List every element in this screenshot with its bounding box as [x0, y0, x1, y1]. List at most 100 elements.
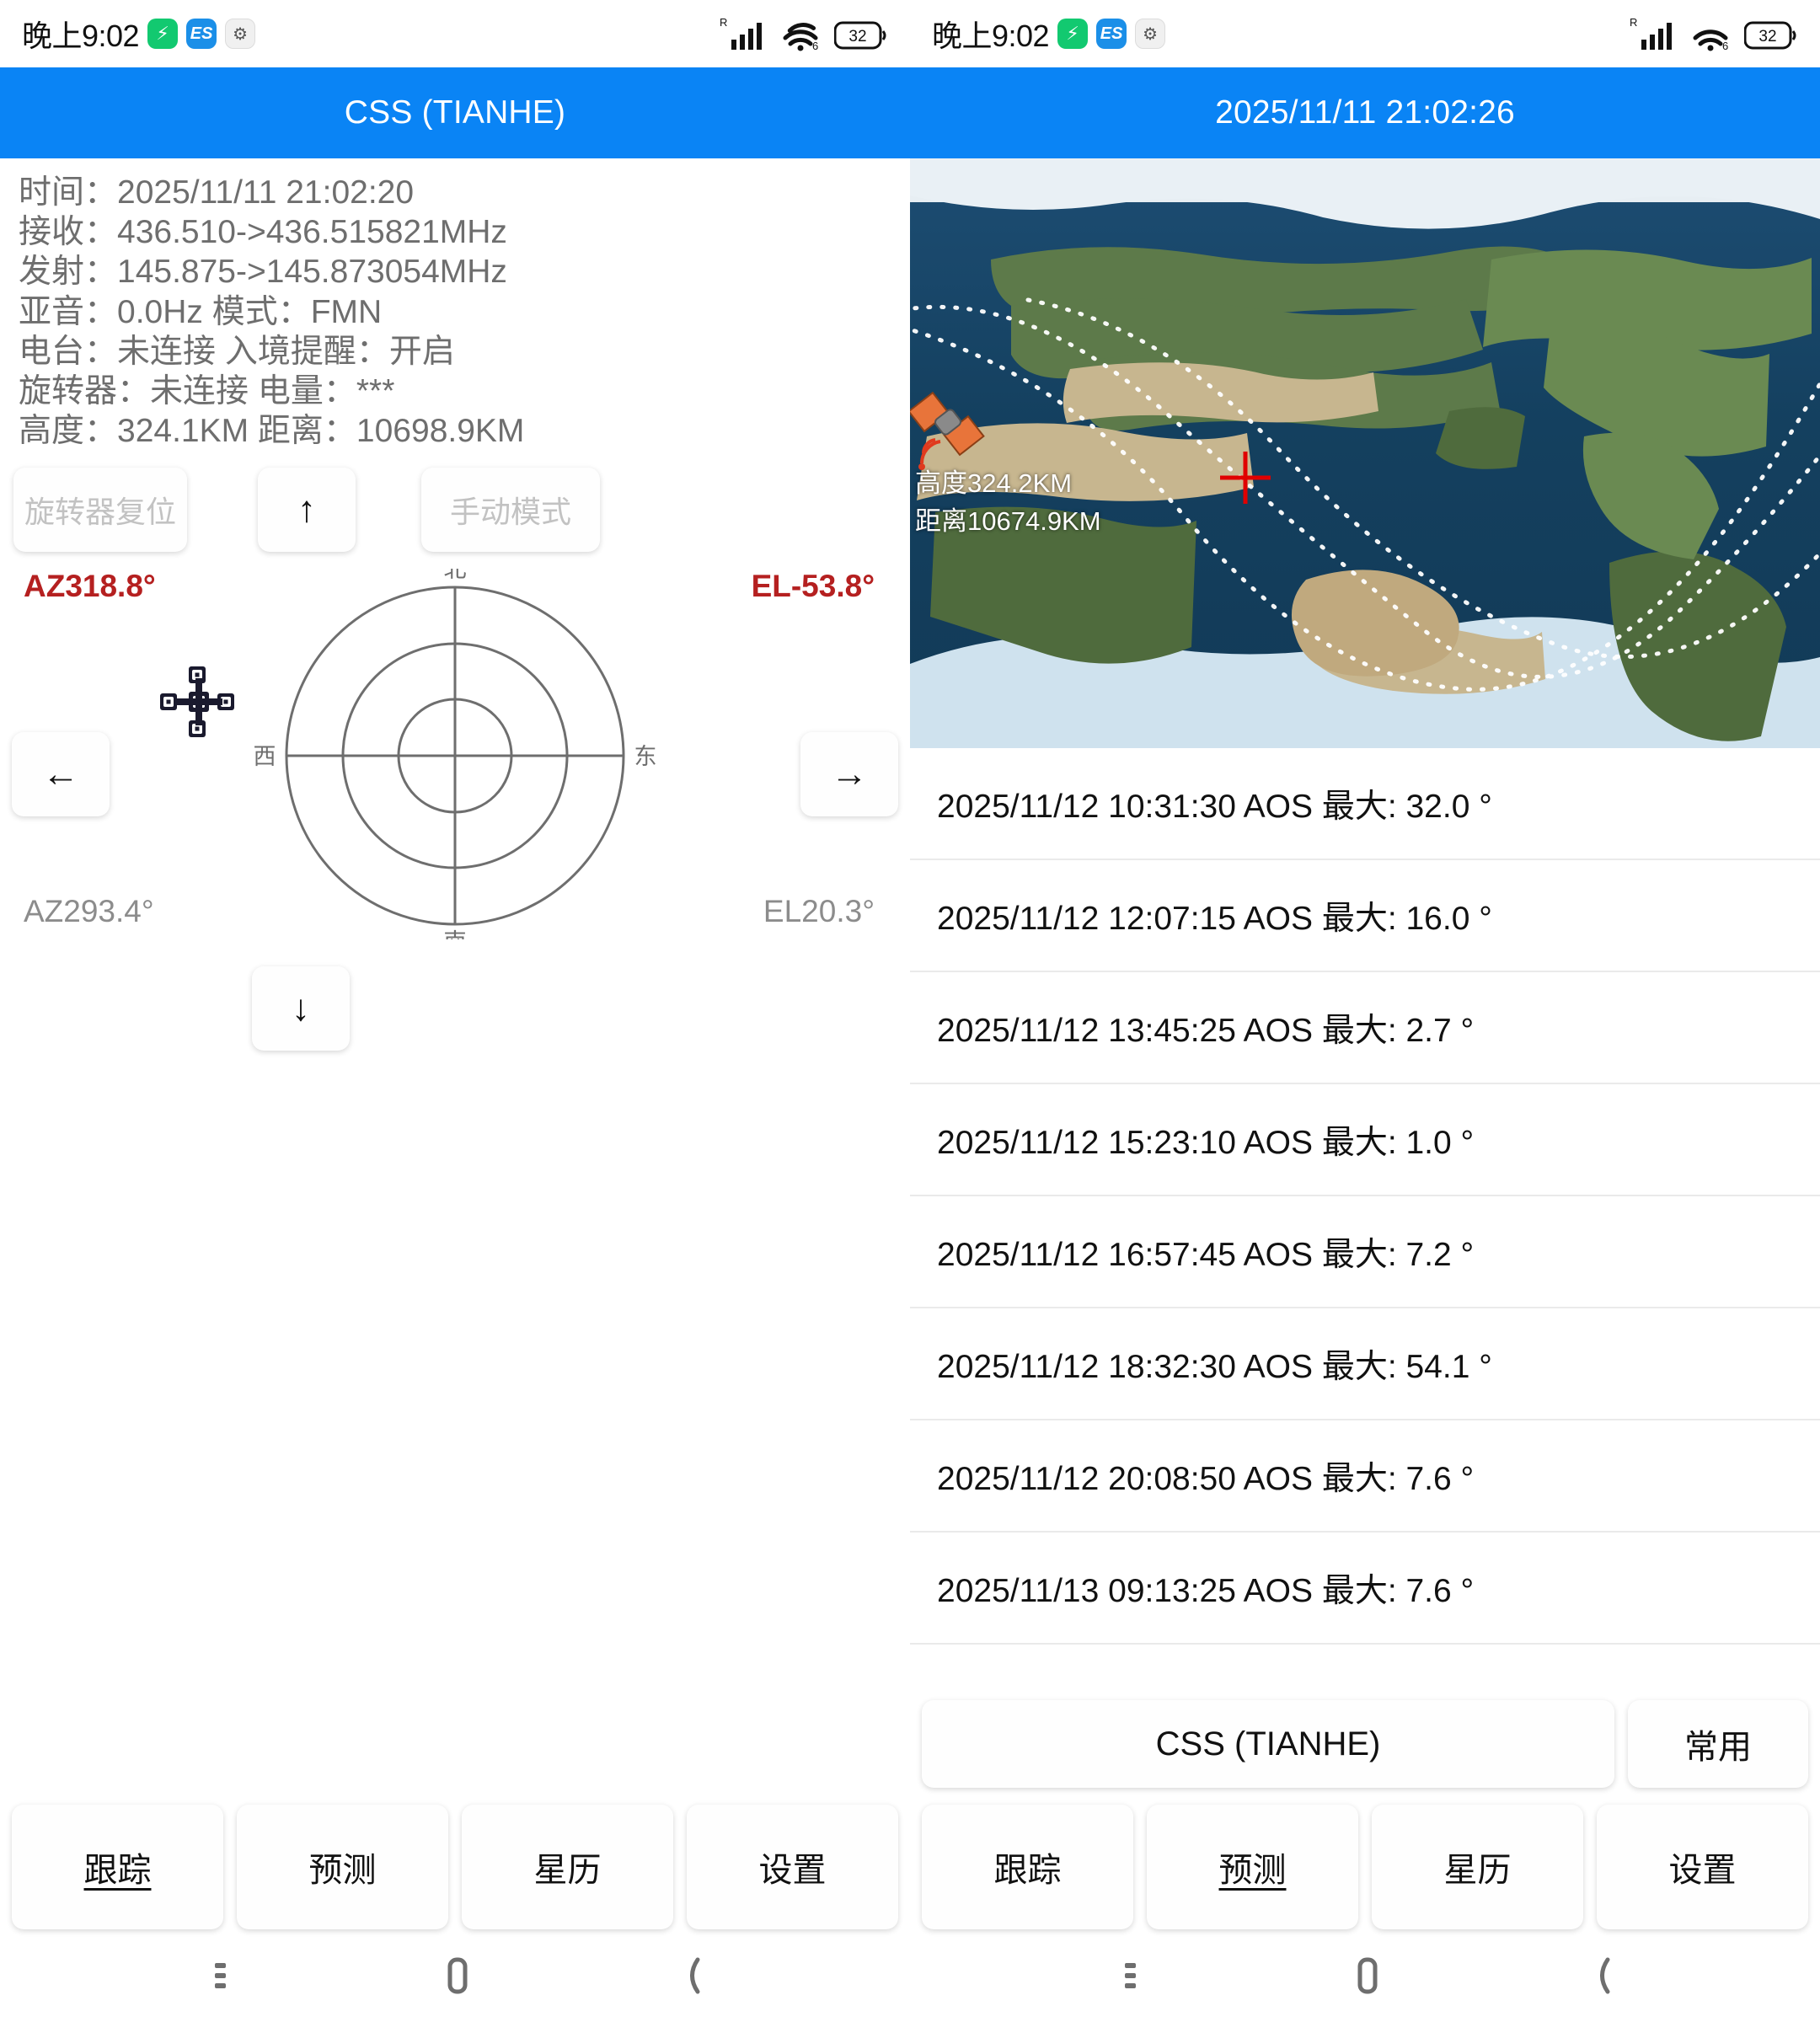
- arrow-down-button[interactable]: ↓: [252, 966, 350, 1051]
- arrow-up-icon: ↑: [297, 488, 316, 530]
- battery-level-text: 32: [848, 28, 866, 45]
- satellite-select-button[interactable]: CSS (TIANHE): [922, 1700, 1614, 1788]
- pass-list-item[interactable]: 2025/11/12 15:23:10 AOS 最大: 1.0 °: [910, 1084, 1820, 1196]
- appbar-left: CSS (TIANHE): [0, 67, 910, 158]
- gear-icon: ⚙: [1135, 19, 1166, 49]
- status-bar-left-group-2: 晚上9:02 ⚡ ES ⚙: [932, 12, 1166, 56]
- tab-tracking-label: 跟踪: [83, 1852, 152, 1889]
- map-altitude-label: 高度324.2KM: [915, 468, 1073, 498]
- arrow-right-button[interactable]: →: [800, 731, 898, 816]
- status-time-2: 晚上9:02: [932, 19, 1050, 53]
- pass-prediction-list[interactable]: 2025/11/12 10:31:30 AOS 最大: 32.0 ° 2025/…: [910, 748, 1820, 1709]
- rotator-reset-button[interactable]: 旋转器复位: [13, 467, 187, 552]
- bottom-tabs-left: 跟踪 预测 星历 设置: [0, 1805, 910, 1929]
- pass-list-item[interactable]: 2025/11/12 13:45:25 AOS 最大: 2.7 °: [910, 972, 1820, 1084]
- battery-level-text-2: 32: [1758, 28, 1776, 45]
- battery-icon: 32: [1744, 21, 1796, 50]
- rotator-control-row: 旋转器复位 ↑ 手动模式: [0, 456, 910, 552]
- pass-list-item[interactable]: 2025/11/12 10:31:30 AOS 最大: 32.0 °: [910, 748, 1820, 860]
- tab-settings-left[interactable]: 设置: [687, 1805, 898, 1929]
- tab-ephemeris-right[interactable]: 星历: [1372, 1805, 1583, 1929]
- world-map-graphic: [910, 158, 1820, 748]
- tab-settings-label: 设置: [758, 1852, 827, 1889]
- az-current-label: AZ293.4°: [24, 893, 154, 928]
- polar-plot-area: AZ318.8° EL-53.8° AZ293.4° EL20.3° 北 南 东…: [0, 564, 910, 1086]
- satellite-select-label: CSS (TIANHE): [1155, 1725, 1381, 1763]
- pass-list-item[interactable]: 2025/11/12 18:32:30 AOS 最大: 54.1 °: [910, 1308, 1820, 1420]
- polar-west-label: 西: [254, 744, 276, 769]
- tab-tracking-right[interactable]: 跟踪: [922, 1805, 1133, 1929]
- orbit-ground-tracks: [910, 297, 1820, 692]
- tab-tracking-left[interactable]: 跟踪: [12, 1805, 223, 1929]
- polar-radar-chart[interactable]: 北 南 东 西: [108, 569, 802, 939]
- left-spacer: [0, 1086, 910, 1805]
- info-radio: 电台：未连接 入境提醒：开启: [19, 333, 455, 370]
- arrow-right-icon: →: [831, 752, 868, 794]
- left-screen: 晚上9:02 ⚡ ES ⚙ R 6: [0, 0, 910, 2022]
- manual-mode-button[interactable]: 手动模式: [421, 467, 600, 552]
- gear-icon: ⚙: [225, 19, 256, 49]
- svg-text:R: R: [720, 16, 727, 29]
- map-americas: [1483, 249, 1812, 559]
- home-icon[interactable]: [438, 1955, 477, 1997]
- wifi6-icon: 6: [1693, 29, 1728, 51]
- tab-settings-label-2: 设置: [1668, 1852, 1737, 1889]
- tab-prediction-label: 预测: [308, 1852, 377, 1889]
- status-bar-left: 晚上9:02 ⚡ ES ⚙ R 6: [0, 0, 910, 67]
- battery-saver-icon: ⚡: [1057, 19, 1089, 49]
- map-distance-label: 距离10674.9KM: [915, 506, 1101, 536]
- manual-mode-label: 手动模式: [449, 494, 571, 529]
- menu-icon[interactable]: [1111, 1956, 1149, 1995]
- tab-ephemeris-left[interactable]: 星历: [462, 1805, 673, 1929]
- tab-ephemeris-label-2: 星历: [1443, 1852, 1512, 1889]
- menu-icon[interactable]: [201, 1956, 239, 1995]
- home-icon[interactable]: [1348, 1955, 1387, 1997]
- status-bar-right-group-2: R 6 32: [1630, 16, 1798, 51]
- satellite-selector-row: CSS (TIANHE) 常用: [910, 1700, 1820, 1788]
- polar-east-label: 东: [634, 744, 657, 769]
- pass-list-item[interactable]: 2025/11/12 12:07:15 AOS 最大: 16.0 °: [910, 860, 1820, 972]
- polar-south-label: 南: [444, 929, 467, 939]
- pass-list-item[interactable]: 2025/11/12 20:08:50 AOS 最大: 7.6 °: [910, 1420, 1820, 1533]
- battery-icon: 32: [834, 21, 886, 50]
- signal-icon: R: [1630, 16, 1672, 50]
- android-nav-bar-left: [0, 1929, 910, 2022]
- arrow-down-icon: ↓: [292, 987, 310, 1029]
- info-alt-dist: 高度：324.1KM 距离：10698.9KM: [19, 413, 525, 450]
- polar-north-label: 北: [444, 569, 467, 582]
- battery-saver-icon: ⚡: [147, 19, 179, 49]
- satellite-info-block: 时间：2025/11/11 21:02:20 接收：436.510->436.5…: [0, 158, 910, 456]
- es-file-explorer-icon: ES: [186, 19, 217, 49]
- map-australia: [1291, 570, 1459, 677]
- tab-prediction-right[interactable]: 预测: [1147, 1805, 1358, 1929]
- pass-list-item[interactable]: 2025/11/12 16:57:45 AOS 最大: 7.2 °: [910, 1196, 1820, 1308]
- signal-icon: R: [720, 16, 762, 50]
- crosshair-icon: [1220, 452, 1271, 504]
- svg-text:6: 6: [1722, 40, 1728, 51]
- status-bar-right: 晚上9:02 ⚡ ES ⚙ R 6: [910, 0, 1820, 67]
- arrow-up-button[interactable]: ↑: [258, 467, 356, 552]
- info-rotator: 旋转器：未连接 电量：***: [19, 373, 395, 410]
- world-map[interactable]: 高度324.2KM 距离10674.9KM: [910, 158, 1820, 748]
- tab-ephemeris-label: 星历: [533, 1852, 602, 1889]
- favorites-button[interactable]: 常用: [1628, 1700, 1808, 1788]
- info-time: 时间：2025/11/11 21:02:20: [19, 174, 415, 211]
- back-icon[interactable]: [676, 1955, 709, 1997]
- pass-list-item[interactable]: 2025/11/13 09:13:25 AOS 最大: 7.6 °: [910, 1533, 1820, 1645]
- info-tx: 发射：145.875->145.873054MHz: [19, 254, 507, 291]
- satellite-icon: [910, 391, 985, 470]
- back-icon[interactable]: [1586, 1955, 1619, 1997]
- status-bar-right-group: R 6 32: [720, 16, 888, 51]
- svg-text:6: 6: [812, 40, 818, 51]
- satellite-marker-icon: [160, 666, 234, 737]
- arrow-left-button[interactable]: ←: [12, 731, 110, 816]
- appbar-title-right: 2025/11/11 21:02:26: [1215, 94, 1515, 131]
- tab-settings-right[interactable]: 设置: [1597, 1805, 1808, 1929]
- info-tone-mode: 亚音：0.0Hz 模式：FMN: [19, 293, 383, 330]
- appbar-right: 2025/11/11 21:02:26: [910, 67, 1820, 158]
- tab-prediction-label-2: 预测: [1218, 1852, 1287, 1889]
- tab-prediction-left[interactable]: 预测: [237, 1805, 448, 1929]
- favorites-label: 常用: [1684, 1729, 1752, 1766]
- el-current-label: EL20.3°: [763, 893, 875, 928]
